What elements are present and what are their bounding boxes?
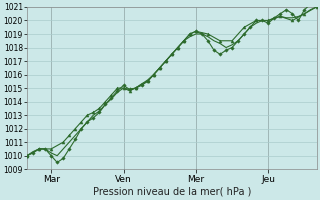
X-axis label: Pression niveau de la mer( hPa ): Pression niveau de la mer( hPa ) — [92, 187, 251, 197]
